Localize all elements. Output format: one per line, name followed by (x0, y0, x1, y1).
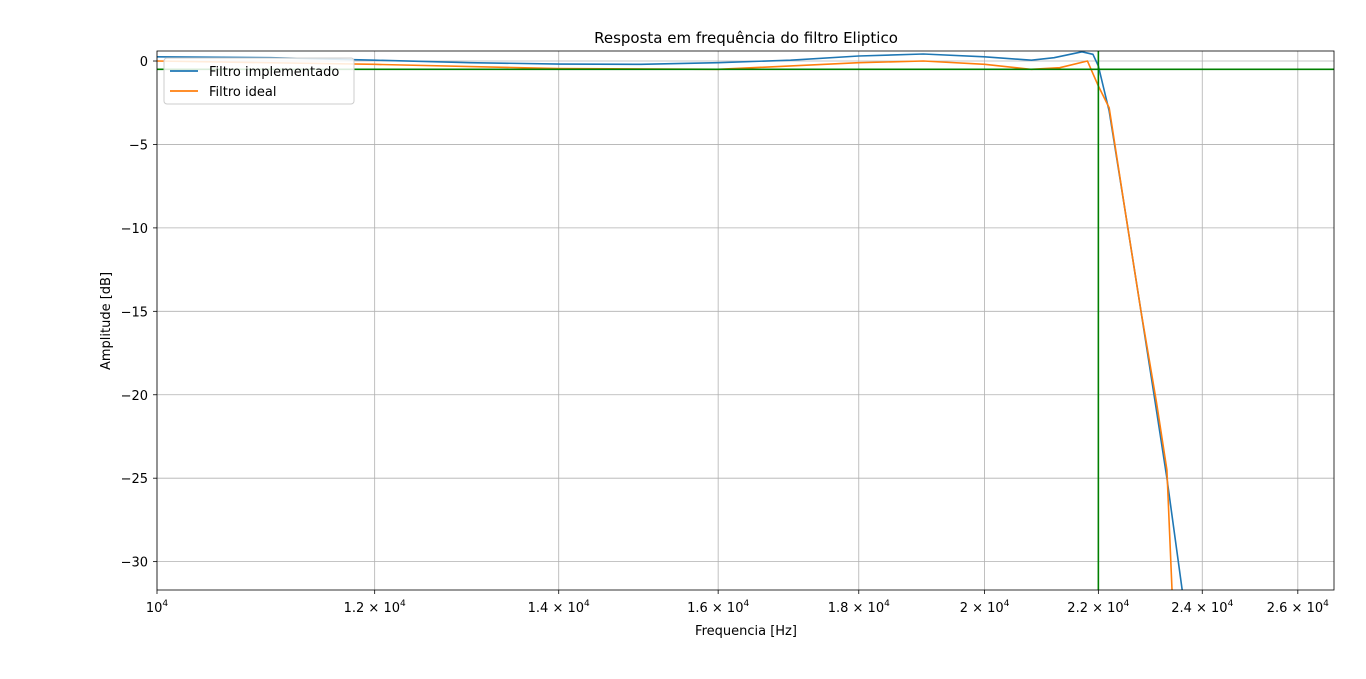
x-tick-label: 1.6 × 104 (687, 599, 749, 616)
x-axis-label: Frequencia [Hz] (695, 624, 797, 639)
x-tick-label: 2.6 × 104 (1267, 599, 1329, 616)
chart-title: Resposta em frequência do filtro Eliptic… (594, 29, 898, 47)
y-tick-label: −25 (121, 472, 148, 487)
x-tick-label: 1.8 × 104 (828, 599, 890, 616)
y-axis-label: Amplitude [dB] (99, 272, 114, 370)
x-tick-label: 1.4 × 104 (528, 599, 590, 616)
legend-label: Filtro implementado (209, 65, 339, 80)
x-tick-label: 2.2 × 104 (1067, 599, 1129, 616)
legend-box (163, 57, 355, 105)
y-tick-label: −10 (121, 222, 148, 237)
legend-label: Filtro ideal (209, 85, 276, 100)
y-tick-label: −20 (121, 389, 148, 404)
x-tick-label: 1.2 × 104 (344, 599, 406, 616)
x-tick-label: 104 (146, 599, 169, 616)
y-tick-label: −5 (129, 138, 148, 153)
x-tick-label: 2.4 × 104 (1171, 599, 1233, 616)
x-tick-label: 2 × 104 (960, 599, 1010, 616)
y-tick-label: −15 (121, 305, 148, 320)
series-group (157, 51, 1334, 590)
y-tick-label: −30 (121, 556, 148, 571)
y-tick-label: 0 (140, 55, 148, 70)
plot-area: 104 1.2 × 104 1.4 × 104 1.6 × 104 1.8 × 104 2… (121, 50, 1335, 616)
axes-frame (156, 50, 1335, 591)
